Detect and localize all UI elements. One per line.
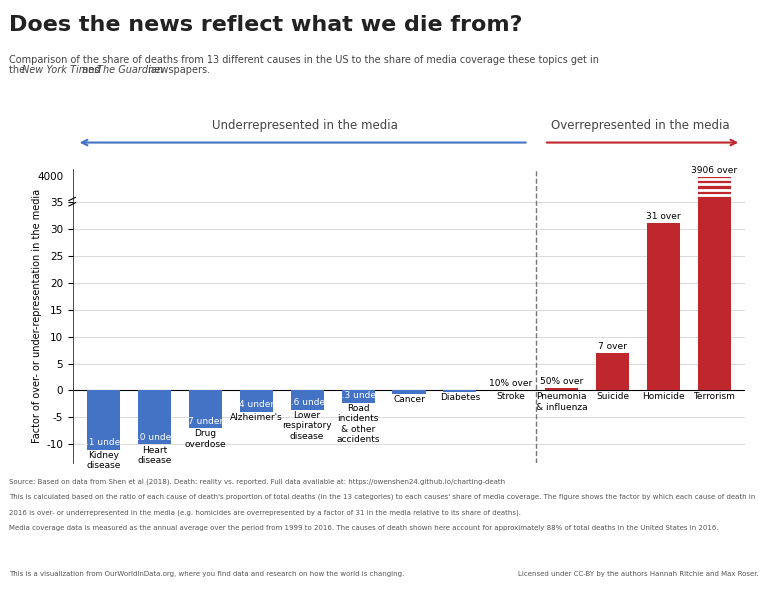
Bar <box>138 390 171 444</box>
Bar <box>87 390 120 450</box>
Text: 10 under: 10 under <box>134 433 175 442</box>
Text: Diabetes: Diabetes <box>440 393 480 402</box>
Text: Overrepresented in the media: Overrepresented in the media <box>551 119 730 132</box>
Text: 2.3 under: 2.3 under <box>336 391 380 400</box>
Bar <box>342 390 375 403</box>
Text: 4000: 4000 <box>38 172 64 182</box>
Text: 4 under: 4 under <box>239 400 274 409</box>
Text: Underrepresented in the media: Underrepresented in the media <box>212 119 398 132</box>
Text: Drug
overdose: Drug overdose <box>184 429 226 448</box>
Text: Road
incidents
& other
accidents: Road incidents & other accidents <box>336 404 380 444</box>
Text: Media coverage data is measured as the annual average over the period from 1999 : Media coverage data is measured as the a… <box>9 525 719 530</box>
Y-axis label: Factor of over- or under-representation in the media: Factor of over- or under-representation … <box>32 189 42 443</box>
Bar <box>647 223 680 390</box>
Text: Pneumonia
& influenza: Pneumonia & influenza <box>536 392 588 412</box>
Bar <box>189 390 222 428</box>
Text: 20% under: 20% under <box>435 380 485 389</box>
Text: Lower
respiratory
disease: Lower respiratory disease <box>283 411 332 441</box>
Text: 31 over: 31 over <box>646 212 680 221</box>
Text: Source: Based on data from Shen et al (2018). Death: reality vs. reported. Full : Source: Based on data from Shen et al (2… <box>9 478 505 485</box>
Text: 3906 over: 3906 over <box>691 166 737 175</box>
Text: Terrorism: Terrorism <box>694 392 735 401</box>
Text: and: and <box>79 65 104 75</box>
Text: Our World: Our World <box>667 22 734 35</box>
Text: New York Times: New York Times <box>22 65 100 75</box>
Text: 3.6 under: 3.6 under <box>285 398 329 407</box>
Text: Homicide: Homicide <box>642 392 685 401</box>
Bar <box>443 390 476 391</box>
Text: This is a visualization from OurWorldInData.org, where you find data and researc: This is a visualization from OurWorldInD… <box>9 571 405 577</box>
Text: 7 over: 7 over <box>598 342 627 350</box>
Bar <box>290 390 323 410</box>
Text: This is calculated based on the ratio of each cause of death's proportion of tot: This is calculated based on the ratio of… <box>9 494 756 500</box>
Text: Stroke: Stroke <box>496 392 525 401</box>
Bar <box>392 390 425 394</box>
Text: Heart
disease: Heart disease <box>137 446 171 465</box>
Text: Suicide: Suicide <box>596 392 629 401</box>
Text: the: the <box>9 65 28 75</box>
Bar <box>545 388 578 390</box>
Text: 11 under: 11 under <box>83 438 124 447</box>
Text: Licensed under CC-BY by the authors Hannah Ritchie and Max Roser.: Licensed under CC-BY by the authors Hann… <box>518 571 759 577</box>
Text: newspapers.: newspapers. <box>145 65 210 75</box>
Bar <box>698 178 731 390</box>
Text: Does the news reflect what we die from?: Does the news reflect what we die from? <box>9 15 523 35</box>
Text: 7 under: 7 under <box>187 416 223 425</box>
Text: Cancer: Cancer <box>393 395 425 404</box>
Bar <box>596 353 629 390</box>
Text: The Guardian: The Guardian <box>97 65 163 75</box>
Bar <box>240 390 273 412</box>
Text: 10% over: 10% over <box>489 379 532 388</box>
Text: 50% over: 50% over <box>540 377 584 386</box>
Text: Kidney
disease: Kidney disease <box>86 451 121 470</box>
Text: Alzheimer's: Alzheimer's <box>230 413 283 422</box>
Text: 60% under: 60% under <box>384 382 434 391</box>
Text: in Data: in Data <box>677 41 725 54</box>
Text: 2016 is over- or underrepresented in the media (e.g. homicides are overrepresent: 2016 is over- or underrepresented in the… <box>9 509 521 516</box>
Text: Comparison of the share of deaths from 13 different causes in the US to the shar: Comparison of the share of deaths from 1… <box>9 55 599 65</box>
